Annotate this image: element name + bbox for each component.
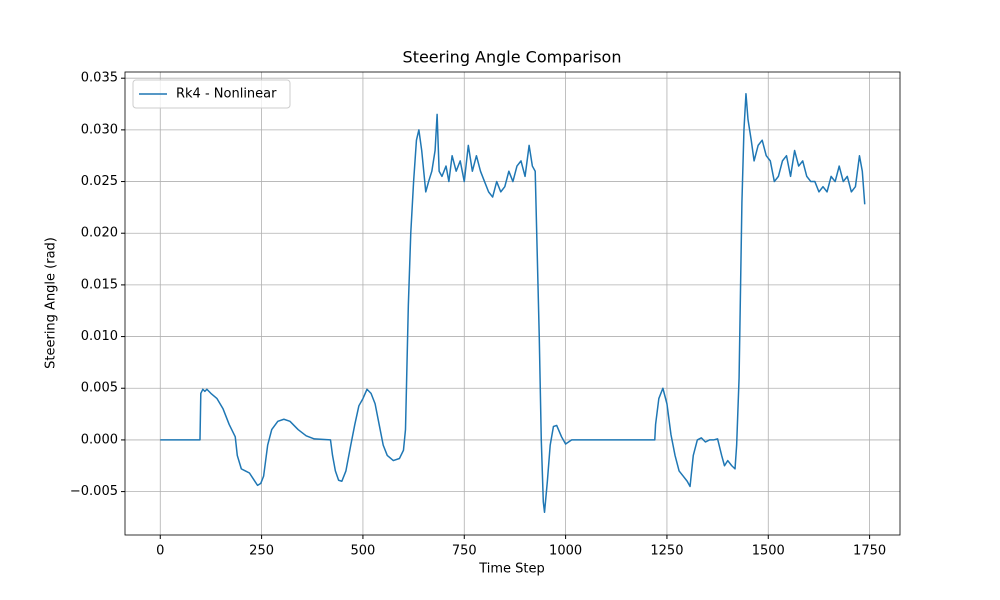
y-tick-label: 0.035 [81,71,118,86]
x-tick-label: 1750 [853,544,886,559]
x-tick-label: 750 [452,544,477,559]
y-tick-label: 0.000 [81,432,118,447]
y-tick-label: 0.010 [81,329,118,344]
plot-frame [124,71,901,536]
legend: Rk4 - Nonlinear [132,79,291,109]
y-tick-label: −0.005 [70,484,118,499]
data-line [160,92,866,514]
y-tick-label: 0.030 [81,122,118,137]
legend-box [132,79,291,109]
y-tick-label: 0.020 [81,226,118,241]
x-tick-label: 0 [156,544,164,559]
x-tick-label: 1500 [752,544,785,559]
y-axis-label: Steering Angle (rad) [44,237,59,369]
chart-title: Steering Angle Comparison [403,48,622,67]
y-tick-label: 0.005 [81,381,118,396]
y-tick-label: 0.025 [81,174,118,189]
x-tick-label: 1000 [549,544,582,559]
x-tick-label: 250 [249,544,274,559]
x-axis-label: Time Step [478,562,545,577]
x-tick-label: 1250 [650,544,683,559]
legend-label: Rk4 - Nonlinear [176,87,277,102]
x-tick-label: 500 [351,544,376,559]
y-tick-label: 0.015 [81,277,118,292]
